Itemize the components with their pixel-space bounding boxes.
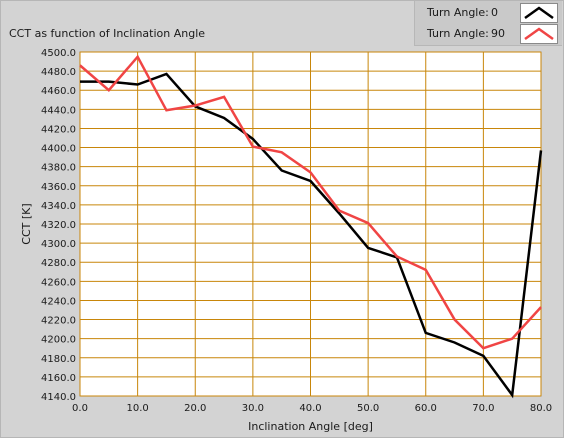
y-tick-label: 4200.0 bbox=[41, 335, 76, 346]
x-tick-label: 70.0 bbox=[472, 403, 494, 414]
legend-swatch-1-icon[interactable] bbox=[520, 24, 558, 44]
x-tick-label: 50.0 bbox=[357, 403, 379, 414]
x-tick-labels: 0.0 10.0 20.0 30.0 40.0 50.0 60.0 70.0 80.0 bbox=[72, 403, 552, 414]
x-tick-label: 60.0 bbox=[415, 403, 437, 414]
legend-entry-0[interactable]: Turn Angle: 0 bbox=[415, 2, 562, 23]
y-tick-label: 4440.0 bbox=[41, 105, 76, 116]
y-tick-label: 4160.0 bbox=[41, 373, 76, 384]
x-tick-label: 10.0 bbox=[126, 403, 148, 414]
x-tick-label: 80.0 bbox=[530, 403, 552, 414]
legend-label-0: Turn Angle: bbox=[427, 6, 489, 19]
x-tick-label: 20.0 bbox=[184, 403, 206, 414]
y-tick-label: 4220.0 bbox=[41, 316, 76, 327]
series-lines bbox=[79, 54, 543, 399]
legend-value-0: 0 bbox=[491, 6, 498, 19]
y-tick-label: 4280.0 bbox=[41, 258, 76, 269]
y-tick-labels: 4140.0 4160.0 4180.0 4200.0 4220.0 4240.0 4260… bbox=[41, 48, 76, 403]
y-tick-label: 4140.0 bbox=[41, 392, 76, 403]
y-tick-label: 4360.0 bbox=[41, 182, 76, 193]
y-tick-label: 4320.0 bbox=[41, 220, 76, 231]
x-tick-label: 30.0 bbox=[242, 403, 264, 414]
legend-swatch-0-icon[interactable] bbox=[520, 3, 558, 23]
y-tick-label: 4180.0 bbox=[41, 354, 76, 365]
y-tick-label: 4380.0 bbox=[41, 163, 76, 174]
x-tick-label: 0.0 bbox=[72, 403, 88, 414]
legend-value-1: 90 bbox=[491, 27, 505, 40]
y-tick-label: 4300.0 bbox=[41, 239, 76, 250]
grid-lines bbox=[79, 51, 542, 397]
legend-entry-1[interactable]: Turn Angle: 90 bbox=[415, 23, 562, 44]
legend-label-1: Turn Angle: bbox=[427, 27, 489, 40]
chart-title: CCT as function of Inclination Angle bbox=[9, 27, 206, 40]
y-tick-label: 4400.0 bbox=[41, 144, 76, 155]
y-tick-label: 4480.0 bbox=[41, 67, 76, 78]
legend[interactable]: Turn Angle: 0 Turn Angle: 90 bbox=[414, 1, 562, 46]
y-tick-label: 4240.0 bbox=[41, 296, 76, 307]
y-tick-label: 4500.0 bbox=[41, 48, 76, 59]
y-tick-label: 4260.0 bbox=[41, 277, 76, 288]
x-tick-label: 40.0 bbox=[299, 403, 321, 414]
y-tick-label: 4340.0 bbox=[41, 201, 76, 212]
y-axis-label: CCT [K] bbox=[20, 203, 33, 244]
y-tick-label: 4460.0 bbox=[41, 86, 76, 97]
y-tick-label: 4420.0 bbox=[41, 124, 76, 135]
x-axis-label: Inclination Angle [deg] bbox=[248, 420, 373, 433]
